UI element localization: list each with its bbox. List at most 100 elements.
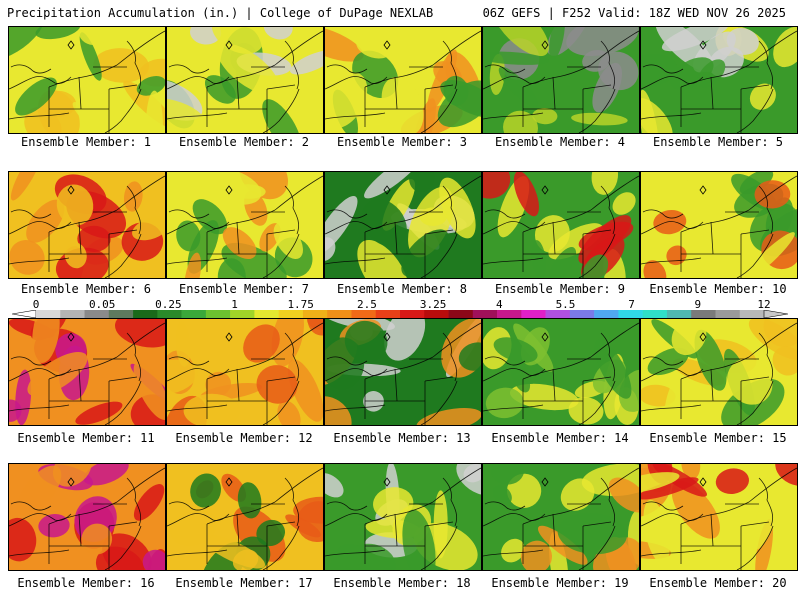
precip-area: [32, 319, 60, 364]
precip-area: [715, 468, 750, 495]
scale-swatch: [739, 310, 765, 318]
ensemble-member-label: Ensemble Member: 16: [17, 576, 155, 590]
ensemble-map-1: [8, 26, 166, 134]
precip-area: [483, 172, 511, 199]
boundary-line: [642, 356, 684, 366]
boundary-line: [680, 209, 750, 233]
boundary-line: [325, 513, 388, 527]
boundary-line: [641, 112, 702, 120]
boundary-line: [642, 209, 684, 219]
precip-area: [653, 209, 687, 235]
boundary-line: [9, 549, 70, 557]
precip-area: [548, 246, 577, 278]
boundary-line: [394, 513, 398, 547]
ensemble-map-11: [8, 318, 166, 426]
boundary-line: [590, 175, 639, 211]
marker-icon: [541, 477, 549, 487]
boundary-line: [758, 40, 774, 90]
marker-icon: [67, 477, 75, 487]
boundary-line: [9, 513, 72, 527]
ensemble-map-6: [8, 171, 166, 279]
scale-tick-label: 7: [628, 298, 635, 311]
marker-icon: [541, 185, 549, 195]
precipitation-map: [167, 172, 323, 278]
boundary-line: [274, 322, 323, 358]
precipitation-map: [483, 464, 639, 570]
boundary-line: [483, 404, 544, 412]
boundary-line: [641, 257, 702, 265]
precip-area: [485, 387, 524, 419]
scale-tick-label: 4: [495, 298, 503, 311]
boundary-line: [108, 521, 138, 527]
scale-swatch: [205, 310, 231, 318]
boundary-line: [167, 404, 228, 412]
boundary-line: [206, 209, 276, 233]
boundary-line: [590, 30, 639, 66]
precip-area: [409, 172, 435, 193]
ensemble-map-13: [324, 318, 482, 426]
precip-area: [93, 48, 149, 83]
precip-area: [175, 321, 191, 367]
boundary-line: [168, 64, 210, 74]
boundary-line: [325, 221, 388, 235]
scale-swatch: [84, 310, 110, 318]
boundary-line: [167, 549, 228, 557]
boundary-line: [552, 221, 556, 255]
boundary-line: [274, 175, 323, 211]
marker-icon: [225, 40, 233, 50]
page-title: Precipitation Accumulation (in.) | Colle…: [7, 6, 434, 20]
marker-icon: [67, 185, 75, 195]
precip-area: [72, 102, 129, 133]
precip-area: [217, 43, 280, 95]
ensemble-member-label: Ensemble Member: 8: [336, 282, 468, 296]
precip-area: [483, 51, 550, 65]
precip-area: [581, 254, 609, 278]
precip-area: [384, 319, 426, 361]
boundary-line: [126, 40, 142, 90]
ensemble-member-label: Ensemble Member: 20: [649, 576, 787, 590]
ensemble-map-17: [166, 463, 324, 571]
precip-area: [749, 83, 776, 110]
boundary-line: [740, 521, 770, 527]
scale-swatch: [60, 310, 85, 318]
boundary-line: [424, 229, 454, 235]
precip-area: [681, 464, 701, 480]
ensemble-map-15: [640, 318, 798, 426]
boundary-line: [364, 501, 434, 525]
precip-area: [773, 27, 797, 68]
boundary-line: [48, 501, 118, 525]
precipitation-map: [483, 27, 639, 133]
ensemble-member-label: Ensemble Member: 4: [494, 135, 626, 149]
ensemble-map-18: [324, 463, 482, 571]
precipitation-map: [167, 464, 323, 570]
precip-area: [9, 240, 45, 275]
ensemble-member-label: Ensemble Member: 6: [20, 282, 152, 296]
boundary-line: [168, 501, 210, 511]
boundary-line: [642, 64, 684, 74]
ensemble-map-12: [166, 318, 324, 426]
ensemble-map-14: [482, 318, 640, 426]
precip-area: [537, 525, 588, 565]
boundary-line: [582, 229, 612, 235]
ensemble-member-label: Ensemble Member: 7: [178, 282, 310, 296]
boundary-line: [432, 175, 481, 211]
boundary-line: [9, 221, 72, 235]
precip-area: [27, 352, 88, 397]
boundary-line: [710, 368, 714, 402]
boundary-line: [442, 332, 458, 382]
precip-area: [357, 239, 409, 278]
precip-area: [15, 369, 32, 425]
ensemble-member-label: Ensemble Member: 9: [494, 282, 626, 296]
precip-area: [671, 481, 720, 539]
boundary-line: [326, 501, 368, 511]
precip-area: [520, 540, 552, 570]
precip-area: [222, 227, 257, 260]
precip-area: [35, 27, 81, 40]
boundary-line: [582, 84, 612, 90]
precip-area: [491, 27, 549, 57]
boundary-line: [326, 209, 368, 219]
marker-icon: [541, 40, 549, 50]
scale-tick-label: 2.5: [356, 298, 377, 311]
precip-area: [26, 199, 65, 243]
scale-swatch: [351, 310, 377, 318]
